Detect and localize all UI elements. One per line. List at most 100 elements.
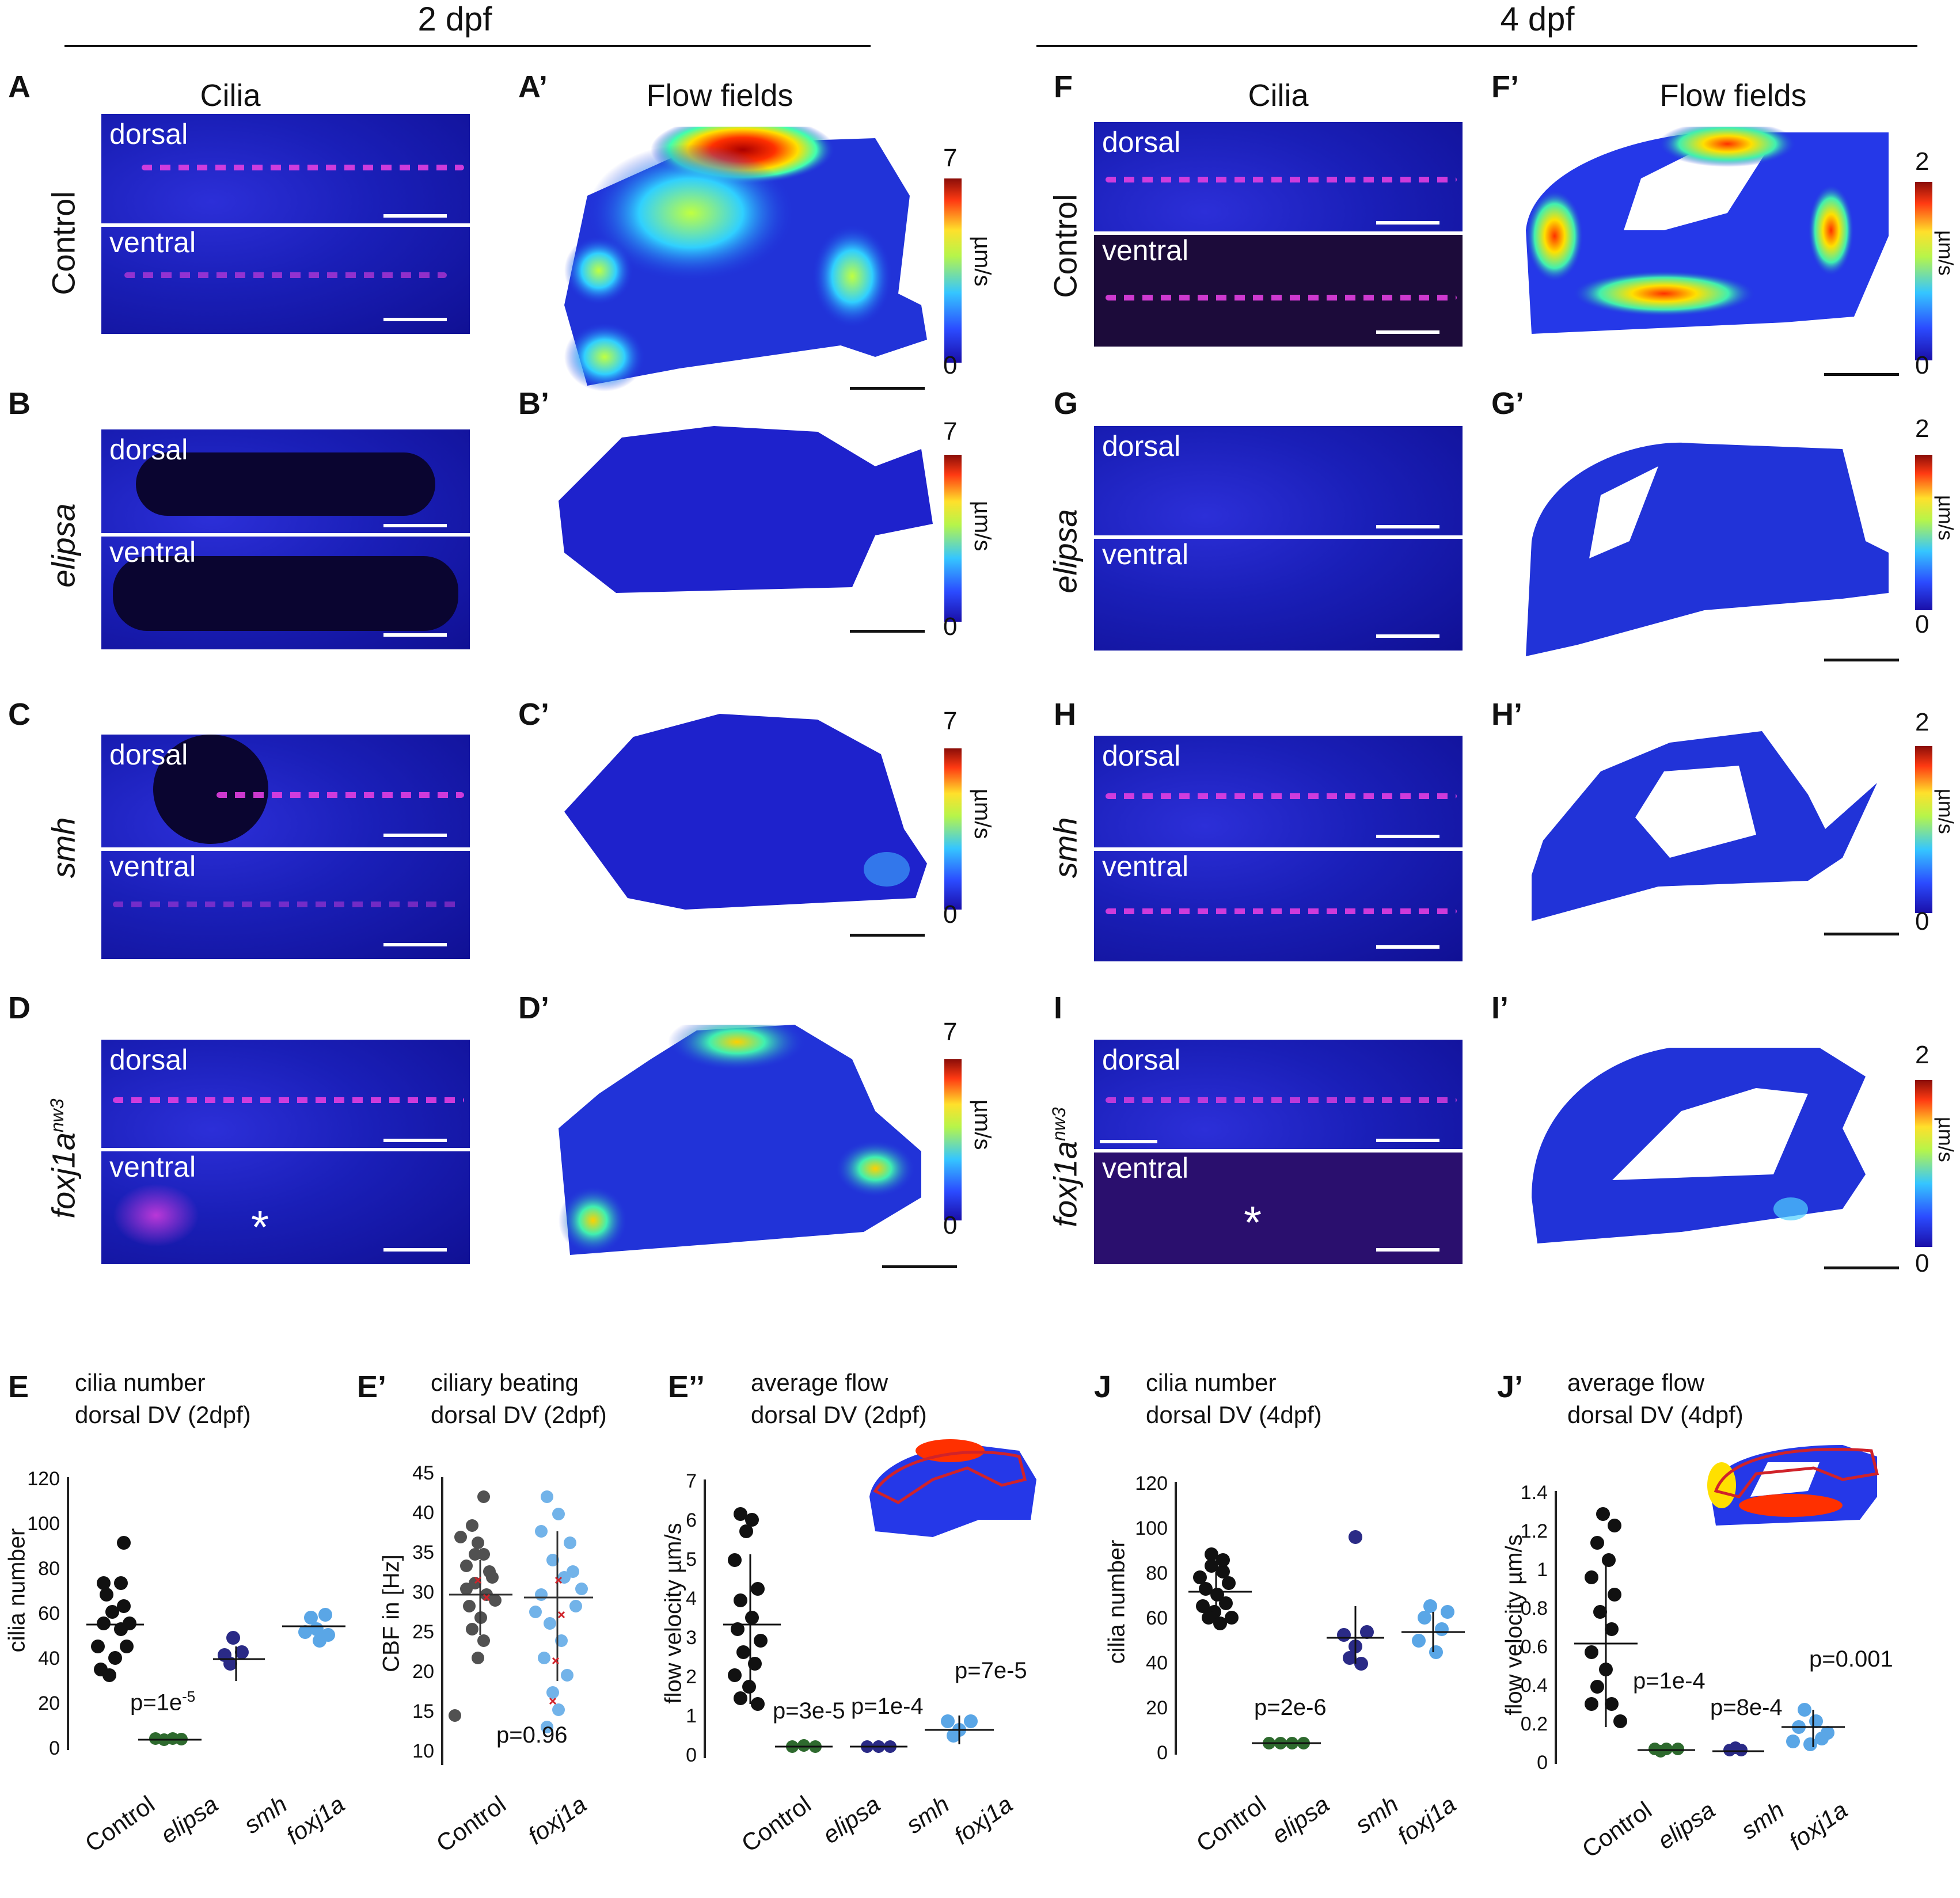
graph-title-E: cilia number dorsal DV (2dpf) — [75, 1369, 251, 1428]
flow-scalebar-A — [850, 387, 925, 390]
flow-field-elipsa-4dpf — [1526, 442, 1889, 656]
col-title-cilia-4dpf: Cilia — [1248, 78, 1309, 113]
row-label-control-4dpf: Control — [1047, 194, 1084, 298]
col-title-flow-2dpf: Flow fields — [646, 78, 793, 113]
panel-label-J-prime: J’ — [1497, 1370, 1524, 1404]
row-label-elipsa: elipsa — [45, 503, 82, 588]
micro-smh-4dpf: dorsal ventral — [1094, 736, 1463, 961]
graph-E2-plot — [449, 1490, 593, 1733]
series-foxj1a — [1782, 1703, 1845, 1751]
dorsal-label: dorsal — [109, 1044, 188, 1076]
panel-label-B-prime: B’ — [518, 386, 549, 421]
panel-label-C-prime: C’ — [518, 697, 549, 732]
flow-field-control-2dpf — [564, 127, 927, 391]
row-label-smh-4dpf: smh — [1047, 817, 1084, 878]
panel-label-A: A — [8, 70, 31, 104]
series-elipsa — [1638, 1743, 1695, 1758]
series-foxj1a — [1401, 1599, 1465, 1659]
graph-title-E-dprime: average flow dorsal DV (2dpf) — [751, 1369, 927, 1428]
flow-scalebar-F — [1824, 373, 1899, 376]
header-2dpf-rule — [64, 45, 871, 47]
panel-label-E: E — [8, 1370, 29, 1404]
row-label-foxj1a: foxj1anw3 — [45, 1098, 82, 1219]
series-foxj1a — [524, 1490, 593, 1733]
panel-label-E-prime: E’ — [357, 1370, 387, 1404]
header-4dpf-rule — [1036, 45, 1917, 47]
flow-field-foxj1a-4dpf — [1532, 1048, 1866, 1243]
dorsal-label: dorsal — [1102, 1044, 1181, 1076]
ventral-label: ventral — [1102, 234, 1189, 267]
micro-foxj1a-2dpf: dorsal ventral * — [101, 1040, 470, 1264]
panel-label-F: F — [1054, 70, 1073, 104]
col-title-flow-4dpf: Flow fields — [1659, 78, 1807, 113]
series-elipsa — [1252, 1737, 1321, 1749]
panel-label-D-prime: D’ — [518, 991, 549, 1025]
series-control — [86, 1536, 144, 1682]
series-control — [449, 1490, 512, 1722]
micro-smh-2dpf: dorsal ventral — [101, 735, 470, 959]
series-smh — [850, 1740, 907, 1753]
micro-foxj1a-4dpf: dorsal ventral * — [1094, 1040, 1463, 1264]
panel-label-A-prime: A’ — [518, 70, 548, 104]
panel-label-F-prime: F’ — [1491, 70, 1519, 104]
flow-scalebar-H — [1824, 933, 1899, 935]
graph-J2-pvalue-elipsa: p=1e-4 — [1633, 1668, 1705, 1694]
flow-field-elipsa-2dpf — [559, 426, 933, 593]
graph-E3-pvalue-smh: p=1e-4 — [851, 1694, 924, 1719]
micro-control-4dpf: dorsal ventral — [1094, 122, 1463, 347]
flow-scalebar-I — [1824, 1266, 1899, 1269]
panel-label-G: G — [1054, 386, 1078, 421]
row-label-control: Control — [45, 191, 82, 295]
series-control — [1188, 1547, 1252, 1630]
graph-J2-inset — [1707, 1445, 1879, 1526]
series-smh — [213, 1631, 265, 1681]
graph-E3-plot — [723, 1507, 994, 1753]
series-control — [723, 1507, 781, 1711]
panel-label-H: H — [1054, 697, 1076, 732]
graph-E2-yaxis — [441, 1477, 443, 1765]
dorsal-label: dorsal — [1102, 430, 1181, 462]
asterisk-marker: * — [1244, 1197, 1262, 1248]
row-label-foxj1a-4dpf: foxj1anw3 — [1047, 1107, 1084, 1227]
dorsal-label: dorsal — [109, 433, 188, 466]
ventral-label: ventral — [1102, 1152, 1189, 1184]
dorsal-label: dorsal — [109, 739, 188, 771]
graph-J-pvalue: p=2e-6 — [1254, 1695, 1327, 1720]
graph-title-J: cilia number dorsal DV (4dpf) — [1146, 1369, 1322, 1428]
graph-J2-pvalue-smh: p=8e-4 — [1710, 1695, 1783, 1720]
graph-J2-pvalue-foxj1a: p=0.001 — [1809, 1646, 1893, 1672]
series-control — [1574, 1507, 1638, 1728]
flow-scalebar-D — [882, 1265, 957, 1268]
cbf-markers — [474, 1576, 565, 1705]
graph-E-yaxis — [67, 1477, 69, 1750]
ventral-label: ventral — [1102, 538, 1189, 570]
ventral-label: ventral — [1102, 850, 1189, 883]
panel-label-E-dprime: E’’ — [668, 1370, 705, 1404]
asterisk-marker: * — [251, 1201, 269, 1253]
series-foxj1a — [925, 1714, 994, 1744]
col-title-cilia-2dpf: Cilia — [200, 78, 261, 113]
ventral-label: ventral — [109, 850, 196, 883]
flow-field-smh-2dpf — [564, 714, 927, 910]
row-label-smh: smh — [45, 817, 82, 878]
graph-title-J-prime: average flow dorsal DV (4dpf) — [1567, 1369, 1744, 1428]
graph-J2-yaxis — [1555, 1491, 1557, 1764]
micro-control-2dpf: dorsal ventral — [101, 114, 470, 334]
series-foxj1a — [282, 1608, 345, 1648]
dorsal-label: dorsal — [1102, 740, 1181, 772]
flow-scalebar-B — [850, 630, 925, 633]
panel-label-H-prime: H’ — [1491, 697, 1522, 732]
dorsal-label: dorsal — [109, 118, 188, 150]
flow-field-foxj1a-2dpf — [559, 1025, 921, 1255]
graph-E3-pvalue-foxj1a: p=7e-5 — [955, 1658, 1027, 1683]
flow-scalebar-G — [1824, 659, 1899, 661]
flow-field-control-4dpf — [1526, 127, 1889, 334]
panel-label-B: B — [8, 386, 31, 421]
series-smh — [1327, 1530, 1384, 1671]
flow-field-smh-4dpf — [1532, 731, 1877, 921]
panel-label-J: J — [1094, 1370, 1112, 1404]
panel-label-D: D — [8, 991, 31, 1025]
graph-J2-plot — [1574, 1507, 1845, 1758]
panel-label-C: C — [8, 697, 31, 732]
graph-E3-inset — [869, 1439, 1036, 1537]
